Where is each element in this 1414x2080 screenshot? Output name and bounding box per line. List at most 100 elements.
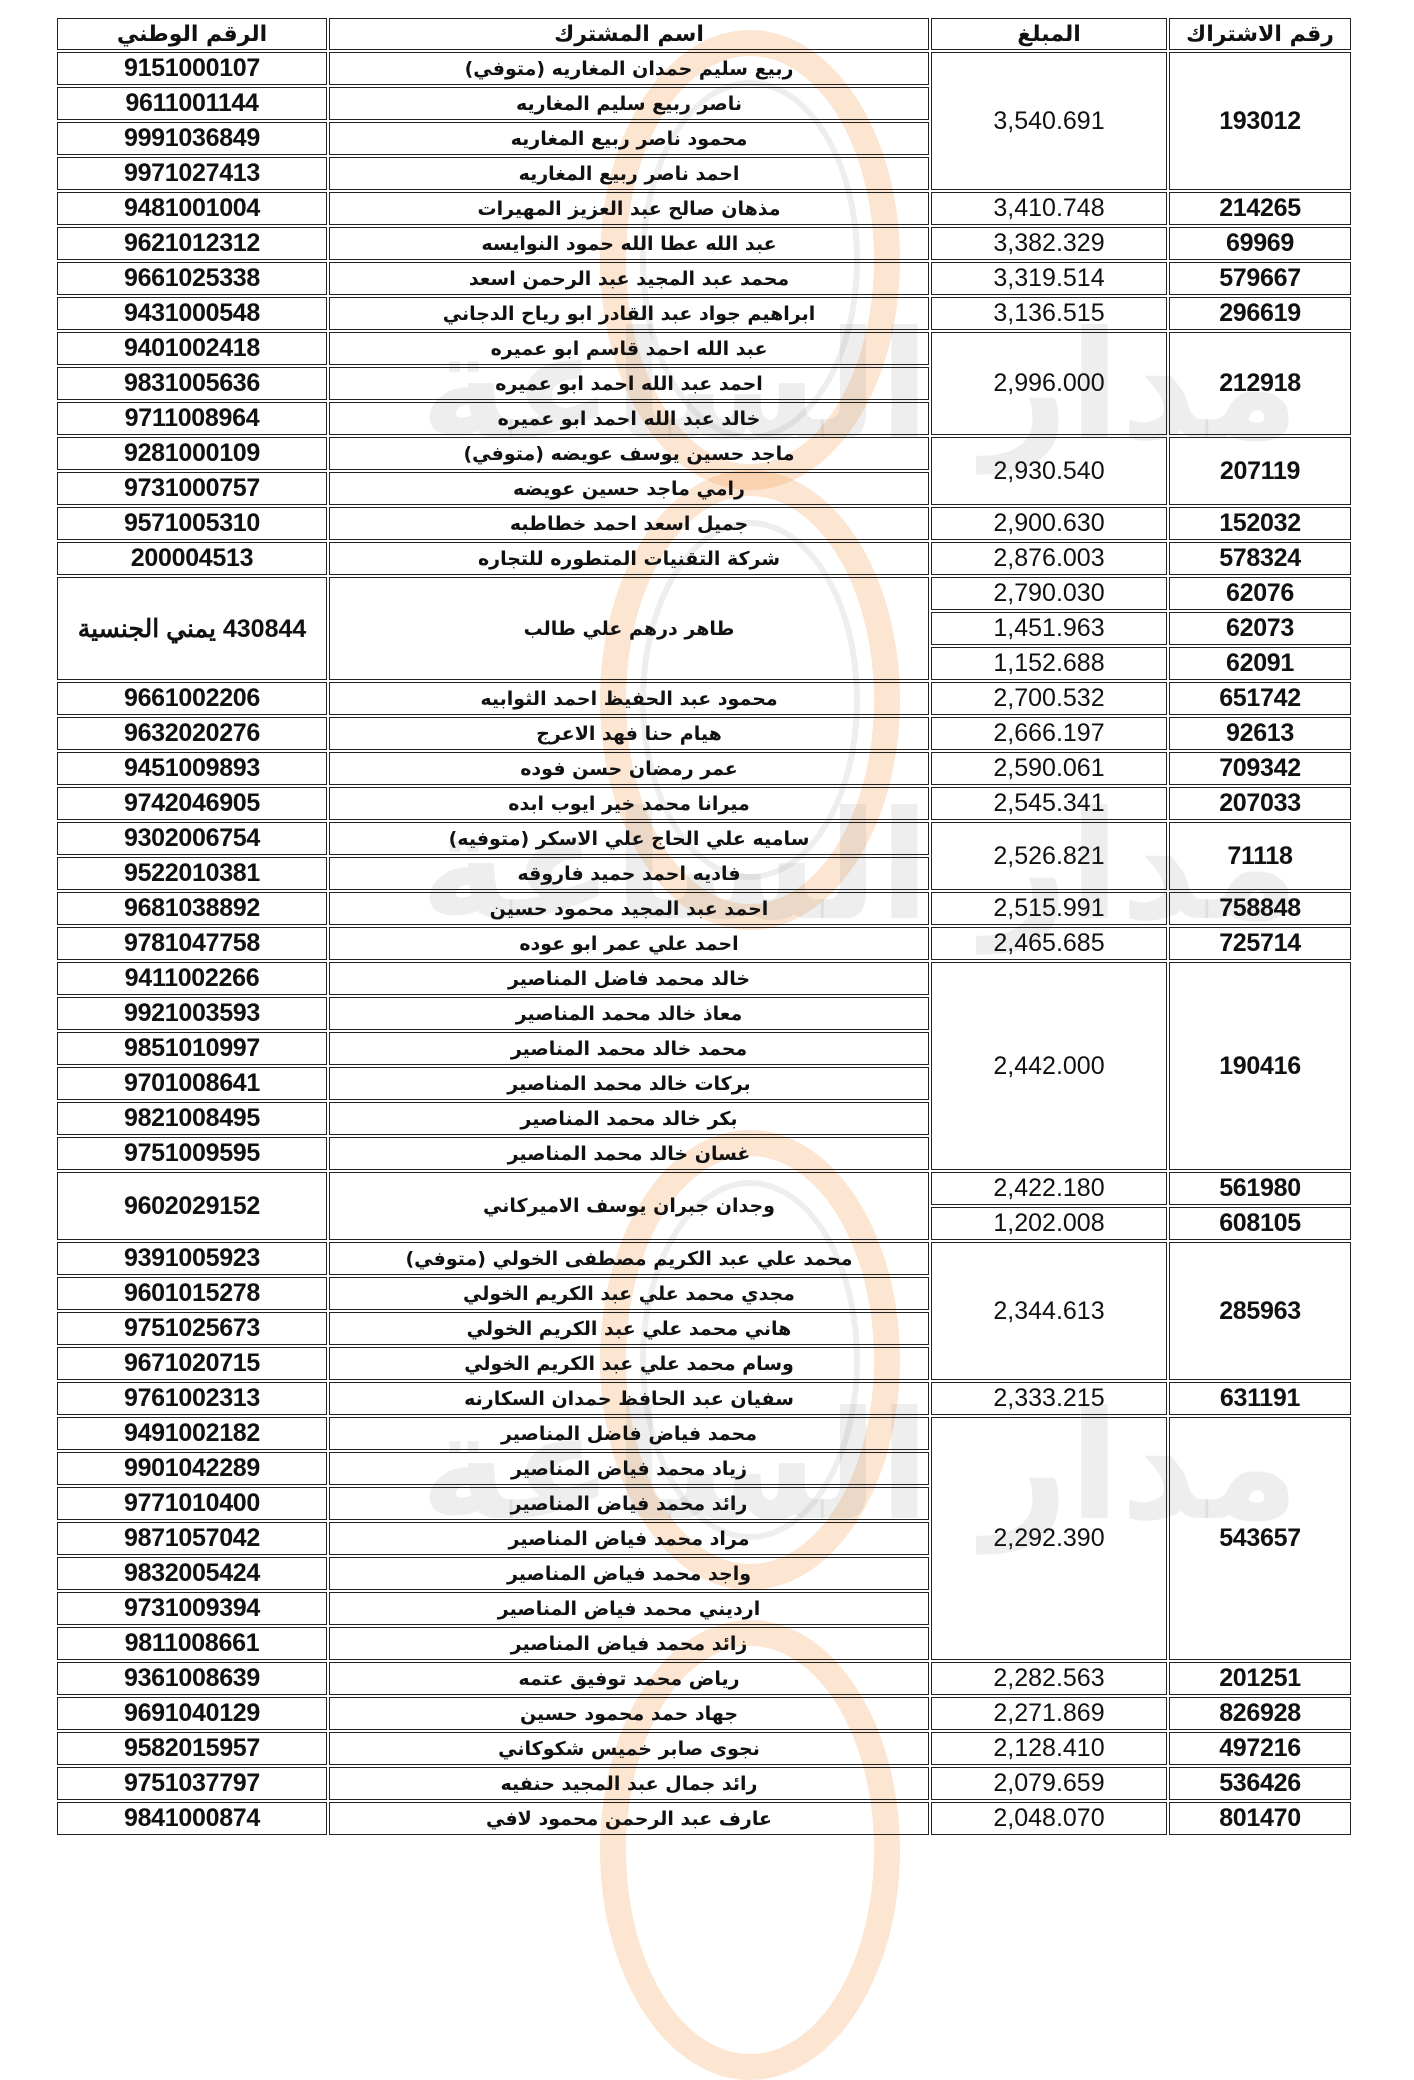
subscription-number-cell: 207119: [1169, 437, 1351, 505]
table-row: 9401002418 عبد الله احمد قاسم ابو عميره 2,…: [57, 332, 1351, 435]
amount-cell: 2,545.341: [931, 787, 1167, 820]
subscription-number-cell: 536426: [1169, 1767, 1351, 1800]
national-id-cell: 9751025673: [57, 1312, 327, 1345]
subscriber-name-cell: مراد محمد فياض المناصير: [329, 1522, 929, 1555]
subscriber-name-cell: بركات خالد محمد المناصير: [329, 1067, 929, 1100]
national-id-cell: 9751009595: [57, 1137, 327, 1170]
subscriber-name-cell: ناصر ربيع سليم المغاريه: [329, 87, 929, 120]
subscription-number-cell: 543657: [1169, 1417, 1351, 1660]
table-row: 1,451.963 62073: [57, 612, 1351, 645]
subscription-number-cell: 608105: [1169, 1207, 1351, 1240]
national-id-cell: 9832005424: [57, 1557, 327, 1590]
national-id-cell: 9731000757: [57, 472, 327, 505]
national-id-cell: 9361008639: [57, 1662, 327, 1695]
subscription-number-cell: 62091: [1169, 647, 1351, 680]
subscriber-name-cell: غسان خالد محمد المناصير: [329, 1137, 929, 1170]
subscriber-name-cell: محمد خالد محمد المناصير: [329, 1032, 929, 1065]
national-id-cell: 9481001004: [57, 192, 327, 225]
subscription-number-cell: 207033: [1169, 787, 1351, 820]
national-id-cell: 9971027413: [57, 157, 327, 190]
national-id-cell: 9391005923: [57, 1242, 327, 1275]
subscriber-name-cell: رائد جمال عبد المجيد حنفيه: [329, 1767, 929, 1800]
subscriber-name-cell: فاديه احمد حميد فاروقه: [329, 857, 929, 890]
table-row: 1,152.688 62091: [57, 647, 1351, 680]
table-row: 9601015278 مجدي محمد علي عبد الكريم الخول…: [57, 1277, 1351, 1310]
subscription-number-cell: 709342: [1169, 752, 1351, 785]
table-row: 9901042289 زياد محمد فياض المناصير: [57, 1452, 1351, 1485]
subscriber-name-cell: خالد عبد الله احمد ابو عميره: [329, 402, 929, 435]
subscriber-name-cell: احمد ناصر ربيع المغاريه: [329, 157, 929, 190]
subscription-number-cell: 296619: [1169, 297, 1351, 330]
national-id-cell: 9601015278: [57, 1277, 327, 1310]
subscription-number-cell: 190416: [1169, 962, 1351, 1170]
table-row: 9671020715 وسام محمد علي عبد الكريم الخول…: [57, 1347, 1351, 1380]
national-id-cell: 9711008964: [57, 402, 327, 435]
national-id-cell: 9751037797: [57, 1767, 327, 1800]
amount-cell: 2,048.070: [931, 1802, 1167, 1835]
national-id-cell: 9302006754: [57, 822, 327, 855]
national-id-cell: 9451009893: [57, 752, 327, 785]
table-row: 9491002182 محمد فياض فاضل المناصير 2,292.3…: [57, 1417, 1351, 1660]
subscription-number-cell: 758848: [1169, 892, 1351, 925]
table-row: 9451009893 عمر رمضان حسن فوده 2,590.061 709…: [57, 752, 1351, 785]
subscriber-name-cell: محمد علي عبد الكريم مصطفى الخولي (متوفي): [329, 1242, 929, 1275]
national-id-cell: 9621012312: [57, 227, 327, 260]
table-row: 9711008964 خالد عبد الله احمد ابو عميره: [57, 402, 1351, 435]
subscription-number-cell: 193012: [1169, 52, 1351, 190]
table-row: 9971027413 احمد ناصر ربيع المغاريه: [57, 157, 1351, 190]
header-national-id: الرقم الوطني: [57, 18, 327, 50]
subscriber-name-cell: عارف عبد الرحمن محمود لافي: [329, 1802, 929, 1835]
table-row: 9431000548 ابراهيم جواد عبد القادر ابو ري…: [57, 297, 1351, 330]
national-id-cell: 9691040129: [57, 1697, 327, 1730]
table-row: 9751009595 غسان خالد محمد المناصير: [57, 1137, 1351, 1170]
subscriber-name-cell: محمد عبد المجيد عبد الرحمن اسعد: [329, 262, 929, 295]
amount-cell: 3,410.748: [931, 192, 1167, 225]
table-row: 9841000874 عارف عبد الرحمن محمود لافي 2,04…: [57, 1802, 1351, 1835]
subscription-number-cell: 579667: [1169, 262, 1351, 295]
national-id-cell: 9831005636: [57, 367, 327, 400]
national-id-cell: 9611001144: [57, 87, 327, 120]
amount-cell: 1,152.688: [931, 647, 1167, 680]
amount-cell: 2,700.532: [931, 682, 1167, 715]
header-amount: المبلغ: [931, 18, 1167, 50]
subscriber-name-cell: واجد محمد فياض المناصير: [329, 1557, 929, 1590]
national-id-cell: 9901042289: [57, 1452, 327, 1485]
table-row: 9661002206 محمود عبد الحفيظ احمد الثوابيه…: [57, 682, 1351, 715]
table-row: 9281000109 ماجد حسين يوسف عويضه (متوفي) 2,…: [57, 437, 1351, 505]
national-id-cell: 9582015957: [57, 1732, 327, 1765]
table-row: 9391005923 محمد علي عبد الكريم مصطفى الخو…: [57, 1242, 1351, 1380]
national-id-cell: 9871057042: [57, 1522, 327, 1555]
national-id-cell: 9781047758: [57, 927, 327, 960]
subscriber-name-cell: رامي ماجد حسين عويضه: [329, 472, 929, 505]
subscription-number-cell: 578324: [1169, 542, 1351, 575]
subscription-number-cell: 62076: [1169, 577, 1351, 610]
national-id-cell: 430844 يمني الجنسية: [57, 577, 327, 680]
subscription-number-cell: 801470: [1169, 1802, 1351, 1835]
national-id-cell: 9991036849: [57, 122, 327, 155]
table-row: 200004513 شركة التقنيات المتطوره للتجاره 2…: [57, 542, 1351, 575]
table-row: 9781047758 احمد علي عمر ابو عوده 2,465.685…: [57, 927, 1351, 960]
national-id-cell: 9671020715: [57, 1347, 327, 1380]
national-id-cell: 9661025338: [57, 262, 327, 295]
table-header-row: الرقم الوطني اسم المشترك المبلغ رقم الاش…: [57, 18, 1351, 50]
table-row: 9661025338 محمد عبد المجيد عبد الرحمن اسع…: [57, 262, 1351, 295]
subscription-number-cell: 212918: [1169, 332, 1351, 435]
table-row: 9481001004 مذهان صالح عبد العزيز المهيرات…: [57, 192, 1351, 225]
table-row: 9582015957 نجوى صابر خميس شكوكاني 2,128.41…: [57, 1732, 1351, 1765]
national-id-cell: 9761002313: [57, 1382, 327, 1415]
table-body: 9151000107 ربيع سليم حمدان المغاريه (متوف…: [57, 52, 1351, 1835]
table-row: 9751025673 هاني محمد علي عبد الكريم الخول…: [57, 1312, 1351, 1345]
table-row: 9832005424 واجد محمد فياض المناصير: [57, 1557, 1351, 1590]
amount-cell: 2,526.821: [931, 822, 1167, 890]
table-row: 9771010400 رائد محمد فياض المناصير: [57, 1487, 1351, 1520]
subscriber-name-cell: جميل اسعد احمد خطاطبه: [329, 507, 929, 540]
amount-cell: 2,515.991: [931, 892, 1167, 925]
table-row: 9621012312 عبد الله عطا الله حمود النوايس…: [57, 227, 1351, 260]
subscriber-name-cell: احمد عبد الله احمد ابو عميره: [329, 367, 929, 400]
subscription-number-cell: 214265: [1169, 192, 1351, 225]
amount-cell: 2,282.563: [931, 1662, 1167, 1695]
subscriber-name-cell: زائد محمد فياض المناصير: [329, 1627, 929, 1660]
subscriber-name-cell: نجوى صابر خميس شكوكاني: [329, 1732, 929, 1765]
national-id-cell: 9151000107: [57, 52, 327, 85]
subscription-number-cell: 725714: [1169, 927, 1351, 960]
